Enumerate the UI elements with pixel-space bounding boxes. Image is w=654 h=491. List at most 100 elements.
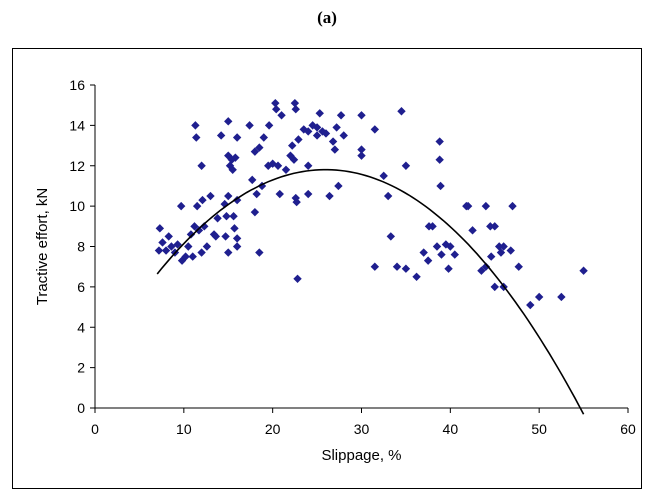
data-point xyxy=(557,292,566,302)
data-point xyxy=(304,127,313,136)
data-point xyxy=(304,189,313,199)
data-point xyxy=(392,262,402,271)
data-point xyxy=(436,181,445,191)
y-axis-title: Tractive effort, kN xyxy=(34,188,51,306)
y-tick-label: 2 xyxy=(77,360,85,376)
data-point xyxy=(437,250,446,259)
trendline xyxy=(156,168,585,415)
data-point xyxy=(312,131,322,140)
data-point xyxy=(198,195,207,205)
data-point xyxy=(444,264,453,273)
data-point xyxy=(304,161,313,170)
data-point xyxy=(224,117,233,126)
data-point xyxy=(216,131,226,140)
chart-frame xyxy=(12,48,642,489)
data-point xyxy=(259,133,268,142)
data-point xyxy=(450,250,459,259)
data-point xyxy=(423,256,433,265)
data-point xyxy=(412,272,421,281)
data-point xyxy=(252,189,261,199)
data-point xyxy=(161,246,171,255)
data-point xyxy=(292,197,301,207)
data-point xyxy=(328,137,338,146)
data-point xyxy=(250,207,260,217)
data-point xyxy=(158,238,167,247)
data-point xyxy=(321,129,331,138)
data-point xyxy=(264,121,274,130)
data-point xyxy=(191,121,200,130)
data-point xyxy=(200,222,209,231)
data-point xyxy=(250,147,260,156)
data-point xyxy=(186,230,196,239)
data-point xyxy=(257,181,267,191)
x-tick-label: 10 xyxy=(176,421,192,437)
x-tick-label: 50 xyxy=(531,421,547,437)
data-point xyxy=(401,264,411,273)
x-axis-title: Slippage, % xyxy=(321,447,401,464)
data-point xyxy=(290,98,300,108)
data-point xyxy=(273,161,283,170)
data-point xyxy=(224,191,233,201)
data-point xyxy=(481,201,491,211)
data-point xyxy=(277,111,286,120)
data-point xyxy=(446,242,455,251)
data-point xyxy=(490,222,499,231)
data-point xyxy=(271,98,280,108)
y-tick-label: 12 xyxy=(69,158,85,174)
data-point xyxy=(231,153,240,162)
data-point xyxy=(419,248,428,257)
data-point xyxy=(288,141,297,150)
data-point xyxy=(232,133,242,142)
data-point xyxy=(164,232,173,241)
y-tick-label: 0 xyxy=(77,400,85,416)
y-tick-label: 14 xyxy=(69,117,85,133)
data-point xyxy=(176,201,186,211)
data-point xyxy=(435,155,444,164)
y-tick-labels: 0 2 4 6 8 10 12 14 16 xyxy=(69,77,85,416)
data-point xyxy=(289,155,299,164)
data-point xyxy=(357,151,366,160)
data-point xyxy=(496,248,506,257)
data-point xyxy=(255,143,264,152)
data-point xyxy=(232,195,242,205)
data-point xyxy=(177,256,187,265)
data-point xyxy=(190,222,199,231)
data-point xyxy=(294,135,303,144)
data-point xyxy=(167,242,176,251)
data-point xyxy=(370,125,380,134)
data-point xyxy=(468,226,477,235)
data-point xyxy=(173,240,182,249)
data-point xyxy=(386,232,396,241)
y-tick-label: 16 xyxy=(69,77,85,93)
x-tick-label: 20 xyxy=(265,421,281,437)
data-point xyxy=(206,191,215,201)
y-tick-label: 6 xyxy=(77,279,85,295)
data-point xyxy=(224,248,233,257)
data-point xyxy=(181,252,190,261)
data-point xyxy=(332,123,341,132)
data-point xyxy=(428,222,437,231)
y-tick-label: 4 xyxy=(77,319,85,335)
data-point xyxy=(194,226,204,235)
data-point xyxy=(379,171,388,181)
panel-label-letter: a xyxy=(322,8,332,27)
data-point xyxy=(334,181,343,191)
data-point xyxy=(339,131,348,140)
x-tick-labels: 0 10 20 30 40 50 60 xyxy=(91,421,636,437)
data-point xyxy=(275,189,284,199)
data-point xyxy=(213,214,222,223)
data-point xyxy=(397,107,406,116)
data-point xyxy=(401,161,411,170)
data-point xyxy=(435,137,444,146)
data-point xyxy=(330,145,340,154)
data-point xyxy=(534,292,544,302)
data-point xyxy=(155,224,165,233)
data-point xyxy=(481,262,491,271)
data-point xyxy=(494,242,504,251)
data-point xyxy=(336,111,346,120)
data-point xyxy=(486,252,496,261)
data-point xyxy=(232,234,242,243)
data-point xyxy=(312,123,322,132)
data-point xyxy=(291,105,300,114)
